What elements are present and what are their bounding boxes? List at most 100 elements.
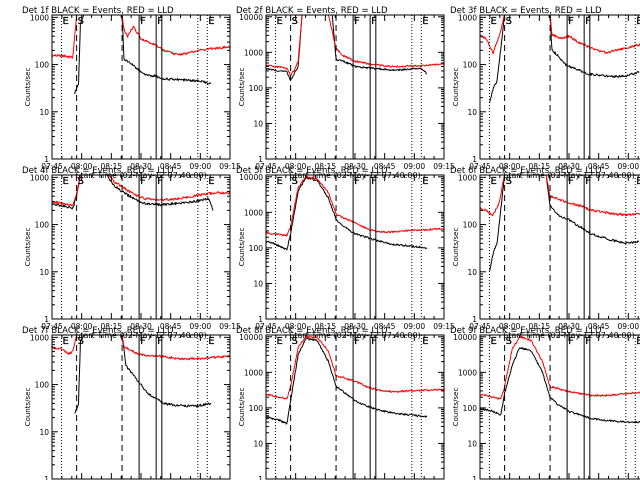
y-tick-label: 100 <box>249 404 264 413</box>
x-tick-label: 08:15 <box>529 162 551 171</box>
y-tick-label: 1 <box>44 315 49 324</box>
x-tick-label: 08:15 <box>315 162 337 171</box>
plot-frame <box>479 334 640 480</box>
x-tick-label: 08:30 <box>558 322 580 331</box>
x-tick-label: 08:45 <box>588 322 610 331</box>
y-tick-label: 100 <box>463 221 478 230</box>
x-tick-label: 08:30 <box>130 162 152 171</box>
event-marker-label: F <box>371 176 377 187</box>
event-marker-label: F <box>568 336 574 347</box>
y-tick-label: 1000 <box>30 173 49 182</box>
y-axis-label: Counts/sec <box>452 388 460 427</box>
event-marker-label: E <box>490 176 496 187</box>
event-marker-label: F <box>354 336 360 347</box>
event-marker-label: F <box>157 16 163 27</box>
x-tick-label: 08:30 <box>558 162 580 171</box>
event-marker-label: E <box>422 176 428 187</box>
y-tick-label: 1000 <box>30 13 49 22</box>
series-line-events <box>265 337 428 425</box>
chart-title: Det 8f BLACK = Events, RED = LLD <box>236 326 388 336</box>
x-tick-label: 09:00 <box>404 162 426 171</box>
y-tick-label: 10000 <box>239 333 263 342</box>
event-marker-label: F <box>585 336 591 347</box>
event-marker-label: E <box>276 176 282 187</box>
event-marker-label: F <box>371 336 377 347</box>
series-line-lld <box>265 14 445 76</box>
x-tick-label: 08:45 <box>160 162 182 171</box>
chart-title: Det 4f BLACK = Events, RED = LLD <box>22 166 174 176</box>
x-tick-label: 07:45 <box>469 162 491 171</box>
event-marker-label: E <box>62 336 68 347</box>
y-tick-label: 10 <box>253 439 263 448</box>
event-marker-label: F <box>140 336 146 347</box>
y-tick-label: 10 <box>467 108 477 117</box>
event-marker-label: F <box>371 16 377 27</box>
x-tick-label: 09:15 <box>433 162 455 171</box>
event-marker-label: S <box>506 16 512 27</box>
y-tick-label: 1000 <box>458 368 477 377</box>
series-line-lld <box>265 335 444 400</box>
y-tick-label: 100 <box>35 61 50 70</box>
series-line-events <box>489 14 640 104</box>
y-axis-label: Counts/sec <box>238 388 246 427</box>
y-tick-label: 10 <box>467 439 477 448</box>
y-tick-label: 10 <box>467 268 477 277</box>
y-axis-label: Counts/sec <box>24 68 32 107</box>
y-axis-label: Counts/sec <box>24 228 32 267</box>
series-line-events <box>479 347 640 424</box>
event-marker-label: S <box>506 176 512 187</box>
x-tick-label: 08:15 <box>101 162 123 171</box>
y-tick-label: 1000 <box>244 208 263 217</box>
x-tick-label: 08:00 <box>499 322 521 331</box>
y-tick-label: 10000 <box>239 13 263 22</box>
event-marker-label: F <box>140 16 146 27</box>
x-tick-label: 08:45 <box>588 162 610 171</box>
plot-frame <box>51 174 231 320</box>
event-marker-label: F <box>568 176 574 187</box>
y-tick-label: 100 <box>35 381 50 390</box>
y-axis-label: Counts/sec <box>238 68 246 107</box>
x-tick-label: 08:45 <box>374 322 396 331</box>
event-marker-label: E <box>62 176 68 187</box>
x-tick-label: 08:30 <box>344 322 366 331</box>
y-tick-label: 100 <box>463 61 478 70</box>
x-tick-label: 08:00 <box>285 162 307 171</box>
series-line-lld <box>265 175 445 237</box>
y-tick-label: 1 <box>472 315 477 324</box>
series-line-events <box>489 174 640 272</box>
event-marker-label: E <box>276 336 282 347</box>
x-tick-label: 09:00 <box>190 162 212 171</box>
y-tick-label: 1 <box>258 315 263 324</box>
y-tick-label: 100 <box>249 84 264 93</box>
chart-title: Det 9f BLACK = Events, RED = LLD <box>450 326 602 336</box>
x-tick-label: 08:30 <box>130 322 152 331</box>
event-marker-label: F <box>157 176 163 187</box>
x-tick-label: 08:00 <box>71 322 93 331</box>
x-tick-label: 07:45 <box>469 322 491 331</box>
event-marker-label: S <box>506 336 512 347</box>
event-marker-label: E <box>636 176 640 187</box>
plot-frame <box>479 14 640 160</box>
chart-title: Det 7f BLACK = Events, RED = LLD <box>22 326 174 336</box>
plot-frame <box>265 14 445 160</box>
event-marker-label: F <box>585 16 591 27</box>
chart-title: Det 1f BLACK = Events, RED = LLD <box>22 6 174 16</box>
y-tick-label: 1000 <box>458 173 477 182</box>
y-tick-label: 1 <box>44 475 49 480</box>
y-tick-label: 100 <box>35 221 50 230</box>
chart-title: Det 6f BLACK = Events, RED = LLD <box>450 166 602 176</box>
chart-title: Det 3f BLACK = Events, RED = LLD <box>450 6 602 16</box>
chart-title: Det 2f BLACK = Events, RED = LLD <box>236 6 388 16</box>
plot-frame <box>479 174 640 320</box>
y-tick-label: 1000 <box>30 333 49 342</box>
event-marker-label: F <box>354 16 360 27</box>
plot-frame <box>51 334 231 480</box>
event-marker-label: F <box>354 176 360 187</box>
